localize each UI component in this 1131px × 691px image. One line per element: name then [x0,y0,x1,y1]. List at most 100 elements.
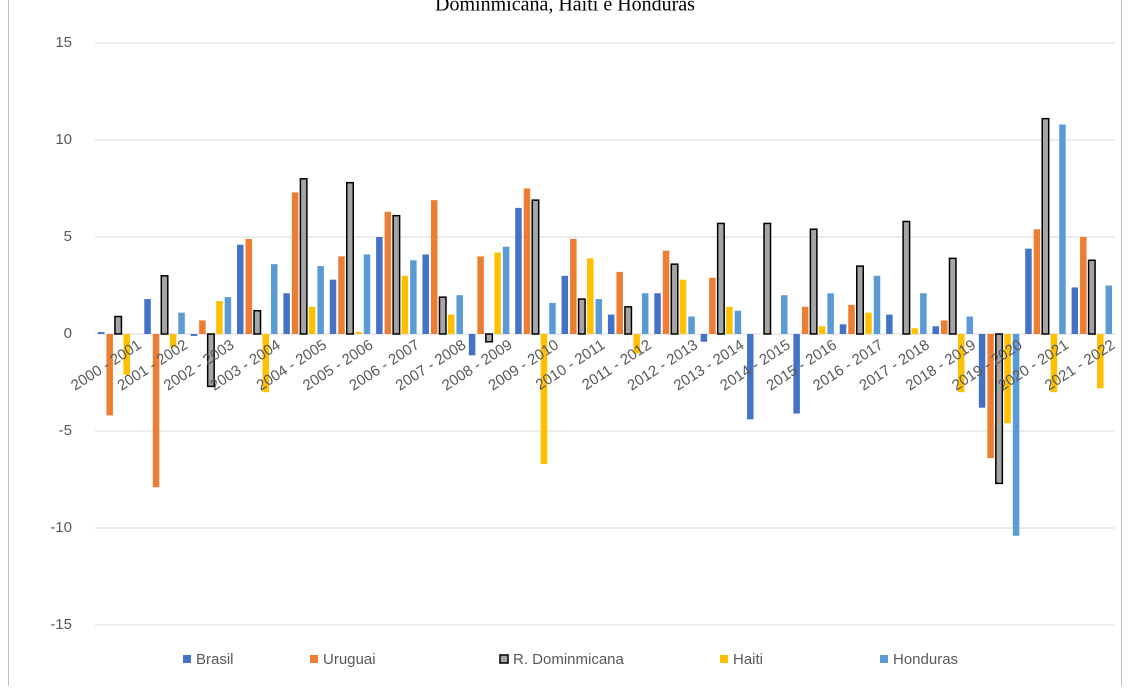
bar [595,299,603,334]
bar [688,316,695,334]
bar [1080,237,1087,334]
bar [245,238,253,334]
legend-swatch [310,655,318,663]
bar [561,275,569,334]
bar [818,326,826,334]
bar [662,250,670,334]
bar [1087,259,1096,335]
legend-label: Uruguai [323,651,376,668]
bar [106,334,113,416]
bar [966,316,973,334]
bar [570,238,577,334]
bar [911,328,919,334]
bar [283,293,290,334]
bar [410,260,417,334]
bar [317,266,324,334]
legend-swatch [499,654,509,664]
bar [422,254,429,334]
bar [865,312,872,334]
bar [253,309,262,335]
bar [1025,248,1032,334]
bar [123,334,130,375]
bar [763,222,772,335]
bar [549,302,556,334]
bar [329,279,337,334]
bar [978,334,986,408]
legend-label: Honduras [893,651,958,668]
y-tick-label: -5 [59,422,72,439]
bar [781,295,788,334]
bar [1071,287,1079,334]
bar [709,277,716,334]
bar [1004,334,1011,424]
bar [700,334,708,342]
bar [1041,117,1050,335]
bar [308,306,316,334]
bar [262,334,270,393]
bar [1097,334,1104,389]
bar [633,334,640,354]
bar [224,297,232,334]
bar [401,275,409,334]
bar [587,258,594,334]
bar [477,256,484,334]
bar [376,237,383,334]
bar [447,314,455,334]
bar [940,320,948,334]
bar [873,275,881,334]
bar [1033,229,1041,334]
bar [809,228,818,335]
y-tick-label: -10 [50,519,72,536]
bar [392,214,401,335]
bar [338,256,345,334]
bar [114,315,123,335]
bar [485,333,494,343]
bar [456,295,463,334]
y-tick-label: 15 [55,34,72,51]
bar [726,306,733,334]
legend-swatch [880,655,888,663]
bar [199,320,206,334]
bar [502,246,510,334]
y-tick-label: -15 [50,616,72,633]
bar [793,334,800,414]
legend-swatch [720,655,728,663]
bar [641,293,649,334]
bar [430,200,438,334]
bar [1059,124,1066,334]
bar [384,211,392,334]
bar [827,293,834,334]
y-tick-label: 5 [64,228,72,245]
bar [178,312,185,334]
bar [271,264,278,334]
chart-border [8,0,1122,691]
bar [839,324,847,334]
bar [801,306,809,334]
bar [902,220,911,335]
bar [734,310,742,334]
bar [515,207,522,334]
bar [299,178,308,335]
bar [169,334,177,348]
bar [1012,334,1020,536]
bar [957,334,965,393]
bar [670,263,679,335]
bar [540,334,548,464]
bar [987,334,994,459]
bar [577,298,586,335]
bar [346,181,354,335]
bar [152,334,160,488]
bar [523,188,531,334]
chart-title: Dominmicana, Haiti e Honduras [435,0,695,16]
bar [531,199,540,335]
bar [1050,334,1058,393]
y-tick-label: 10 [55,131,72,148]
bar [932,326,939,334]
legend-swatch [183,655,191,663]
bar [716,222,725,335]
bar [291,192,299,334]
bar [494,252,501,334]
bar [616,271,623,334]
bar [856,265,864,335]
